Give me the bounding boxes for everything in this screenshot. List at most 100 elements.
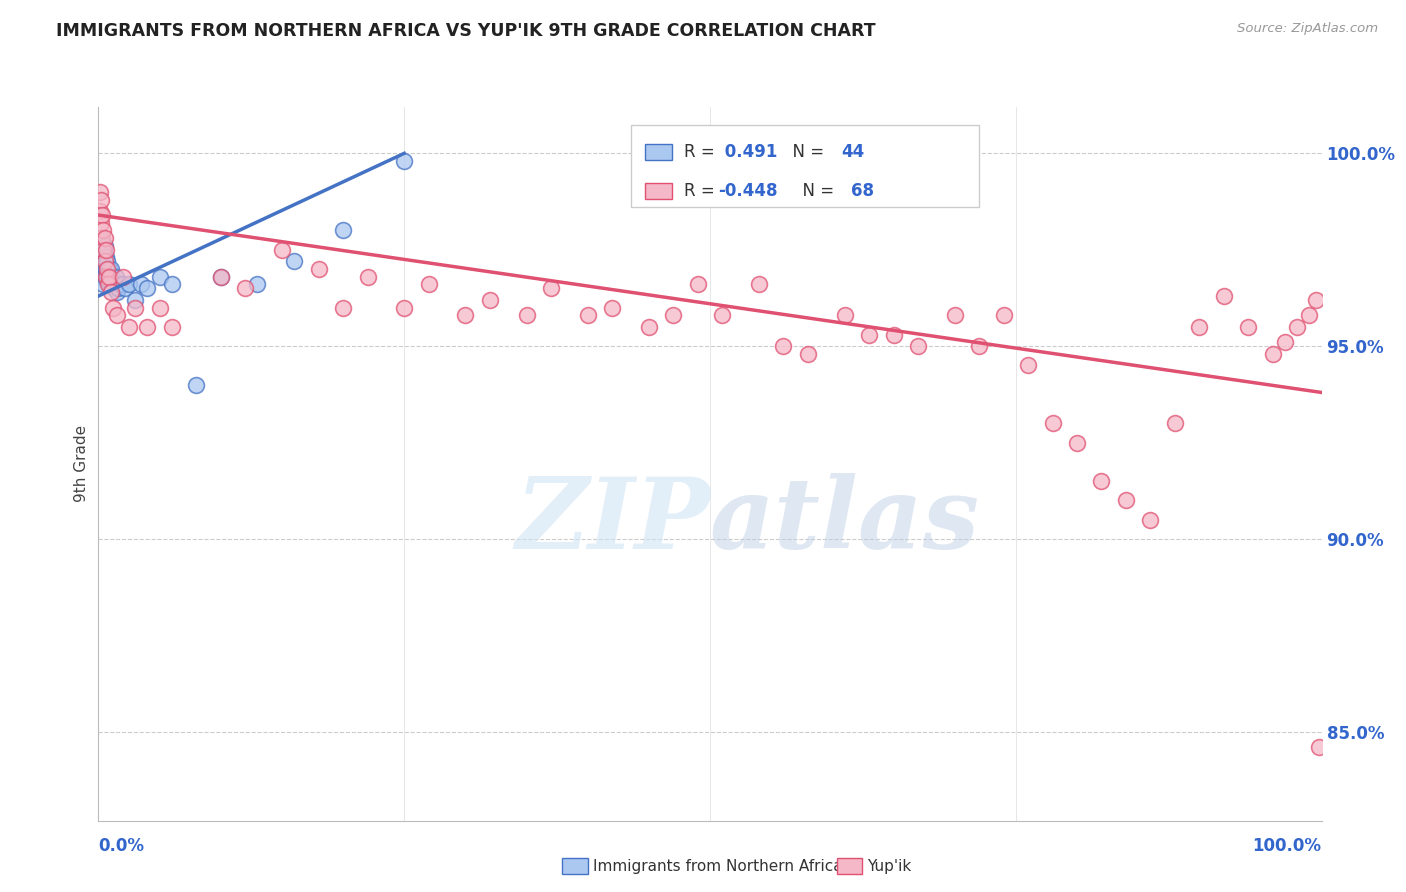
Point bbox=[136, 319, 159, 334]
Point bbox=[160, 277, 183, 292]
Point bbox=[233, 281, 256, 295]
Point bbox=[94, 262, 117, 277]
Text: 100.0%: 100.0% bbox=[1253, 837, 1322, 855]
Point bbox=[118, 277, 141, 292]
Point bbox=[332, 301, 354, 315]
Point bbox=[96, 254, 118, 268]
Text: Source: ZipAtlas.com: Source: ZipAtlas.com bbox=[1237, 22, 1378, 36]
Point bbox=[94, 251, 117, 265]
Point bbox=[186, 377, 208, 392]
Point bbox=[91, 223, 114, 237]
Text: -0.448: -0.448 bbox=[718, 182, 778, 200]
Text: R =: R = bbox=[685, 182, 720, 200]
Point bbox=[100, 262, 122, 277]
Point bbox=[943, 309, 966, 323]
Point bbox=[1042, 417, 1064, 431]
Point bbox=[90, 269, 112, 284]
Point bbox=[91, 262, 114, 277]
Text: 0.491: 0.491 bbox=[718, 143, 778, 161]
Point bbox=[993, 309, 1015, 323]
Point bbox=[392, 301, 416, 315]
FancyBboxPatch shape bbox=[645, 184, 672, 199]
Point bbox=[124, 301, 146, 315]
Point bbox=[118, 319, 141, 334]
Point bbox=[93, 269, 115, 284]
Point bbox=[93, 254, 115, 268]
Point bbox=[107, 281, 129, 295]
Point bbox=[478, 293, 501, 307]
Text: R =: R = bbox=[685, 143, 720, 161]
Point bbox=[97, 262, 120, 277]
Point bbox=[209, 269, 232, 284]
Point bbox=[98, 269, 121, 284]
Text: 44: 44 bbox=[841, 143, 865, 161]
Point bbox=[1164, 417, 1187, 431]
Point bbox=[1305, 293, 1327, 307]
Point bbox=[772, 339, 794, 353]
Point bbox=[101, 269, 124, 284]
Point bbox=[283, 254, 305, 268]
Text: N =: N = bbox=[792, 182, 839, 200]
Point bbox=[97, 269, 120, 284]
Point bbox=[1308, 740, 1330, 755]
Text: Yup'ik: Yup'ik bbox=[868, 859, 911, 873]
Point bbox=[90, 193, 112, 207]
Point bbox=[100, 277, 122, 292]
Point bbox=[124, 293, 146, 307]
Point bbox=[91, 208, 114, 222]
Point bbox=[356, 269, 378, 284]
Point bbox=[209, 269, 232, 284]
Point bbox=[907, 339, 929, 353]
Point bbox=[101, 277, 124, 292]
FancyBboxPatch shape bbox=[645, 145, 672, 160]
Point bbox=[96, 262, 118, 277]
Point bbox=[883, 327, 905, 342]
Point bbox=[98, 262, 121, 277]
Point bbox=[100, 285, 122, 300]
Point bbox=[89, 254, 111, 268]
Point bbox=[136, 281, 159, 295]
Point bbox=[1115, 493, 1137, 508]
Point bbox=[748, 277, 770, 292]
Point bbox=[91, 243, 114, 257]
Point bbox=[91, 277, 114, 292]
Point bbox=[104, 269, 127, 284]
FancyBboxPatch shape bbox=[630, 125, 979, 207]
Point bbox=[89, 185, 111, 199]
Point bbox=[638, 319, 661, 334]
Text: atlas: atlas bbox=[710, 473, 980, 569]
Point bbox=[105, 309, 128, 323]
Point bbox=[111, 277, 134, 292]
Point bbox=[270, 243, 294, 257]
Point bbox=[96, 269, 118, 284]
Text: IMMIGRANTS FROM NORTHERN AFRICA VS YUP'IK 9TH GRADE CORRELATION CHART: IMMIGRANTS FROM NORTHERN AFRICA VS YUP'I… bbox=[56, 22, 876, 40]
Point bbox=[160, 319, 183, 334]
Point bbox=[246, 277, 269, 292]
Point bbox=[662, 309, 685, 323]
Point bbox=[308, 262, 330, 277]
Y-axis label: 9th Grade: 9th Grade bbox=[75, 425, 90, 502]
Point bbox=[91, 231, 114, 245]
Point bbox=[93, 239, 115, 253]
Point bbox=[103, 281, 125, 295]
Point bbox=[91, 243, 114, 257]
Point bbox=[110, 277, 132, 292]
Point bbox=[1286, 319, 1309, 334]
Point bbox=[94, 269, 117, 284]
Text: 0.0%: 0.0% bbox=[98, 837, 145, 855]
Point bbox=[392, 154, 416, 169]
Point bbox=[94, 243, 117, 257]
Point bbox=[686, 277, 709, 292]
Point bbox=[1212, 289, 1234, 303]
Point bbox=[93, 231, 115, 245]
Point bbox=[600, 301, 623, 315]
Point bbox=[114, 281, 136, 295]
Point bbox=[1298, 309, 1320, 323]
Point bbox=[1261, 347, 1284, 361]
Point bbox=[91, 258, 114, 272]
Point bbox=[97, 277, 120, 292]
Point bbox=[149, 269, 172, 284]
Point bbox=[967, 339, 990, 353]
Point bbox=[89, 231, 111, 245]
Point bbox=[149, 301, 172, 315]
